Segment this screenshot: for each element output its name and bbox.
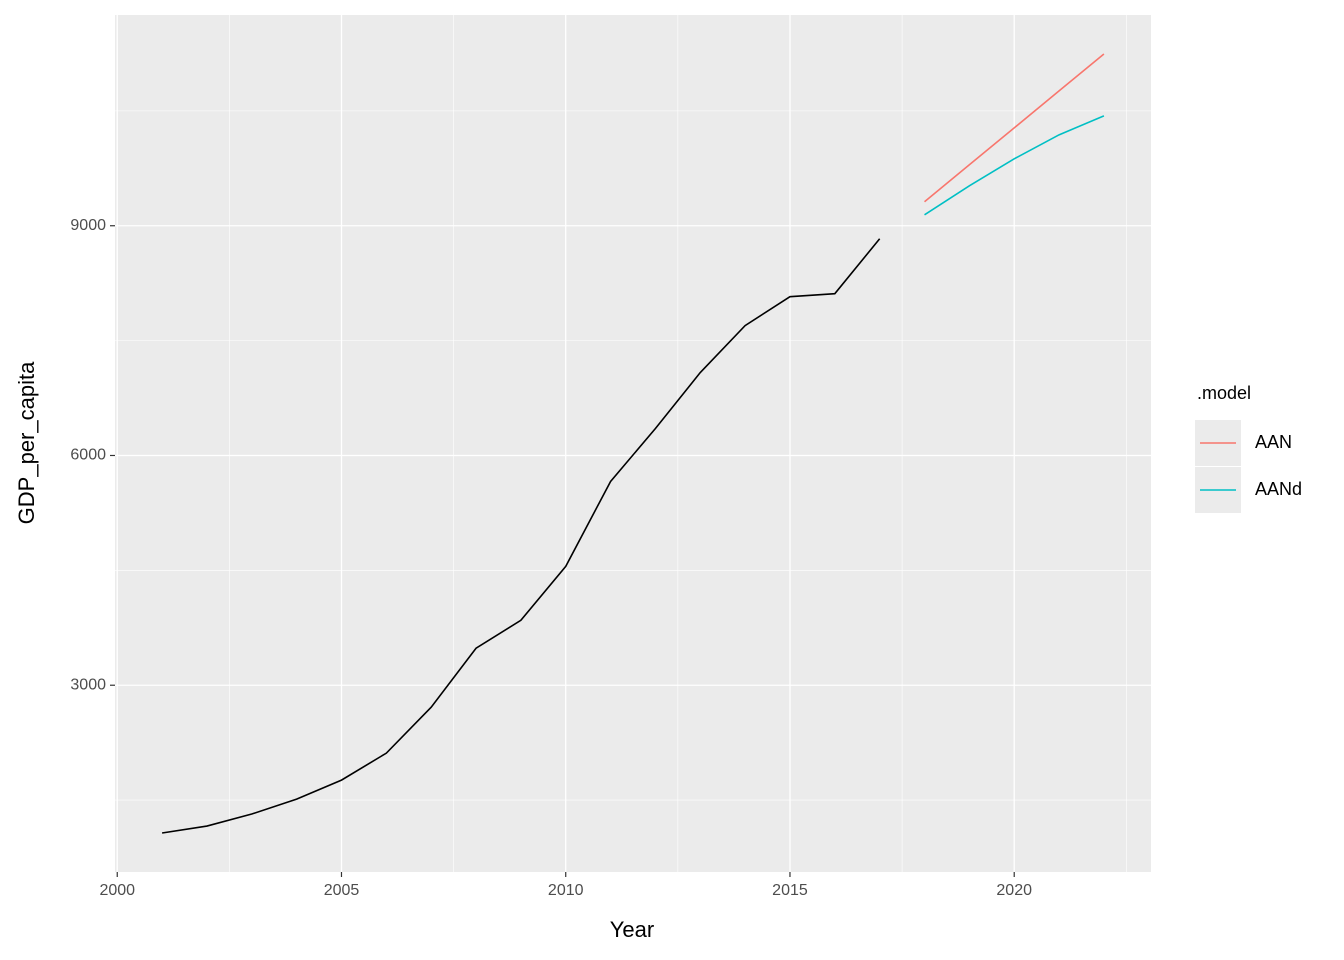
series-line [924,115,1105,216]
x-tick-label: 2000 [99,882,135,899]
x-axis-title: Year [610,917,654,942]
legend-title: .model [1197,383,1251,403]
y-tick-label: 6000 [70,447,106,464]
legend-label: AANd [1255,479,1302,499]
y-axis-title: GDP_per_capita [14,361,39,524]
series-line [161,238,881,834]
legend-label: AAN [1255,432,1292,452]
x-tick-label: 2010 [548,882,584,899]
x-tick-label: 2015 [772,882,808,899]
x-tick-label: 2005 [324,882,360,899]
y-tick-label: 9000 [70,217,106,234]
y-tick-label: 3000 [70,676,106,693]
x-tick-label: 2020 [996,882,1032,899]
series-line [924,53,1105,203]
